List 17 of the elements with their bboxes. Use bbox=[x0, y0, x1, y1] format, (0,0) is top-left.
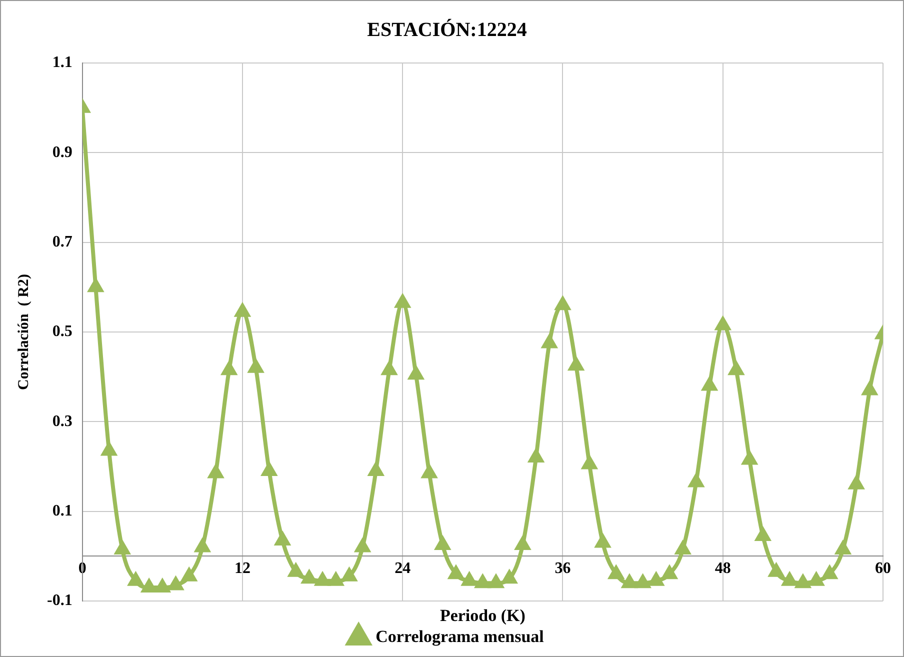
x-tick-label: 24 bbox=[394, 560, 411, 577]
y-tick-label: 0.1 bbox=[52, 502, 72, 520]
x-tick-label: 60 bbox=[875, 560, 891, 577]
y-tick-label: 0.7 bbox=[52, 233, 72, 250]
y-tick-label: 0.5 bbox=[52, 323, 72, 340]
x-tick-label: 36 bbox=[554, 560, 571, 577]
chart-title: ESTACIÓN:12224 bbox=[367, 18, 527, 42]
y-tick-label: 1.1 bbox=[52, 54, 72, 72]
legend-label: Correlograma mensual bbox=[376, 626, 544, 646]
x-axis-title: Periodo (K) bbox=[440, 606, 526, 625]
y-tick-label: -0.1 bbox=[47, 592, 72, 610]
x-tick-label: 0 bbox=[78, 560, 86, 577]
y-axis-title: Correlación ( R2) bbox=[16, 274, 32, 390]
x-tick-label: 12 bbox=[234, 560, 250, 577]
y-tick-label: 0.3 bbox=[52, 412, 72, 430]
y-tick-label: 0.9 bbox=[52, 144, 72, 161]
x-tick-label: 48 bbox=[714, 560, 731, 577]
